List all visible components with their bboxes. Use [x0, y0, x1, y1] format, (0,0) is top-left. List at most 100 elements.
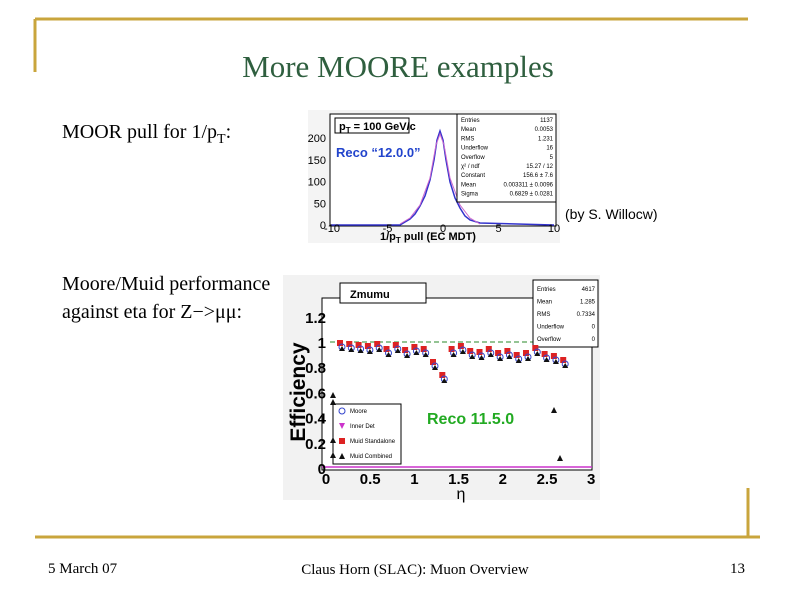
image-marker: [534, 351, 541, 356]
image-marker: [330, 392, 336, 398]
stat-value: 0: [592, 325, 596, 331]
image-marker: [478, 355, 485, 360]
text: MOOR pull for 1/p: [62, 121, 217, 143]
x-tick-label: 2: [499, 471, 507, 488]
stat-name: RMS: [537, 312, 550, 318]
image-marker: [551, 407, 557, 413]
x-tick-label: 1: [410, 471, 418, 488]
image-marker: [497, 356, 504, 361]
x-axis-label: η: [457, 486, 466, 503]
stat-name: Underflow: [461, 146, 489, 152]
plot-image: Zmumu Reco 11.5.0 Efficiency η 0 0.5 1 1.5 2 2.5 3…: [283, 275, 600, 503]
image-marker: [337, 340, 343, 346]
x-tick-label: 0.5: [360, 471, 381, 488]
x-axis-label: 1/pT pull (EC MDT): [380, 231, 476, 245]
legend-label: Muid Standalone: [350, 439, 396, 445]
image-marker: [392, 342, 399, 348]
y-tick-label: 200: [308, 133, 326, 145]
image-marker: [513, 352, 520, 358]
image-marker: [364, 343, 371, 349]
stat-name: Overflow: [461, 155, 485, 161]
stat-name: Underflow: [537, 325, 565, 331]
image-marker: [413, 350, 420, 355]
image-marker: [366, 349, 373, 354]
image-marker: [346, 341, 353, 347]
stat-value: 1137: [540, 118, 554, 124]
stat-value: 16: [546, 146, 553, 152]
image-marker: [459, 349, 466, 354]
image-marker: [439, 372, 446, 378]
item: MOOR pull for 1/pT:: [62, 121, 231, 147]
image-marker: [560, 357, 567, 363]
text: T: [346, 126, 351, 135]
image-marker: [525, 356, 531, 361]
x-tick-label: -5: [383, 223, 393, 235]
stat-value: 0.7334: [577, 312, 596, 318]
image-marker: [457, 343, 464, 349]
legend-marker: [339, 453, 345, 459]
image-marker: [532, 345, 539, 351]
image-marker: [450, 352, 457, 357]
plot-title: Zmumu: [350, 289, 390, 301]
image-marker: [523, 350, 529, 356]
item: against eta for Z−>μμ:: [62, 301, 242, 323]
stat-name: Sigma: [461, 192, 479, 198]
text: :: [226, 121, 232, 143]
stat-value: 156.6 ± 7.6: [523, 173, 554, 179]
image-marker: [374, 341, 381, 347]
image-marker: [469, 354, 476, 359]
footer-date: 5 March 07: [48, 561, 118, 577]
image-marker: [420, 346, 427, 352]
x-tick-label: 0: [440, 223, 446, 235]
stat-name: Mean: [461, 127, 476, 133]
y-tick-label: 0: [320, 220, 326, 232]
image-marker: [394, 348, 401, 353]
image-marker: [348, 347, 355, 352]
x-tick-label: -10: [324, 223, 340, 235]
image-marker: [467, 348, 474, 354]
plot-title: pT = 100 GeV/c: [339, 121, 416, 135]
y-tick-label: 0.6: [305, 385, 326, 402]
image-marker: [339, 346, 345, 351]
image-marker: [495, 350, 502, 356]
legend-marker: [339, 423, 345, 429]
image-marker: [430, 359, 436, 365]
image-marker: [404, 353, 411, 358]
legend-label: Inner Det: [350, 424, 375, 430]
image-marker: [411, 344, 418, 350]
y-tick-label: 0.8: [305, 360, 326, 377]
stat-name: Mean: [537, 300, 552, 306]
stat-value: 1.285: [580, 300, 596, 306]
stat-value: 0: [592, 337, 596, 343]
image-marker: [541, 351, 548, 357]
stat-name: Entries: [537, 287, 556, 293]
image-marker: [552, 359, 559, 364]
x-tick-label: 2.5: [537, 471, 558, 488]
x-tick-label: 5: [495, 223, 501, 235]
image-marker: [330, 437, 336, 443]
credit: (by S. Willocw): [565, 206, 658, 222]
image-marker: [330, 452, 336, 458]
image-marker: [432, 365, 438, 370]
legend-label: Moore: [350, 409, 368, 415]
image-marker: [402, 347, 409, 353]
y-tick-label: 100: [308, 177, 326, 189]
footer-center: Claus Horn (SLAC): Muon Overview: [301, 562, 529, 578]
legend-marker: [338, 407, 346, 415]
y-tick-label: 1.2: [305, 310, 326, 327]
stat-value: 1.231: [538, 136, 554, 142]
stat-value: 0.6829 ± 0.0281: [510, 192, 554, 198]
image-marker: [376, 347, 383, 352]
image-marker: [383, 346, 390, 352]
image-marker: [330, 399, 336, 405]
legend-marker: [339, 438, 345, 444]
text: p: [339, 121, 346, 133]
image-marker: [562, 363, 569, 368]
text: T: [396, 236, 401, 245]
x-tick-label: 0: [322, 471, 330, 488]
y-tick-label: 0.2: [305, 436, 326, 453]
stat-value: 15.27 / 12: [526, 164, 553, 170]
stat-name: Constant: [461, 173, 485, 179]
stat-name: Mean: [461, 182, 476, 188]
